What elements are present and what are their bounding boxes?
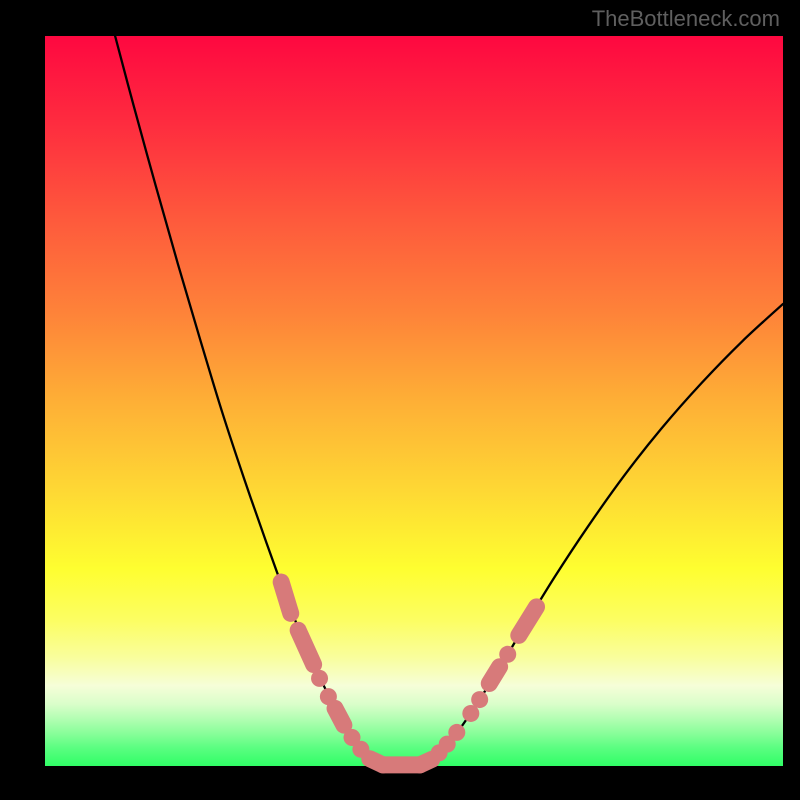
plot-gradient: [45, 36, 783, 766]
marker-dot: [471, 691, 488, 708]
marker-stadium: [420, 759, 432, 764]
marker-dot: [499, 646, 516, 663]
chart-svg: [0, 0, 800, 800]
marker-stadium: [335, 708, 344, 725]
chart-root: TheBottleneck.com: [0, 0, 800, 800]
marker-dot: [448, 724, 465, 741]
marker-stadium: [489, 667, 499, 684]
marker-dot: [311, 670, 328, 687]
marker-stadium: [281, 582, 291, 613]
